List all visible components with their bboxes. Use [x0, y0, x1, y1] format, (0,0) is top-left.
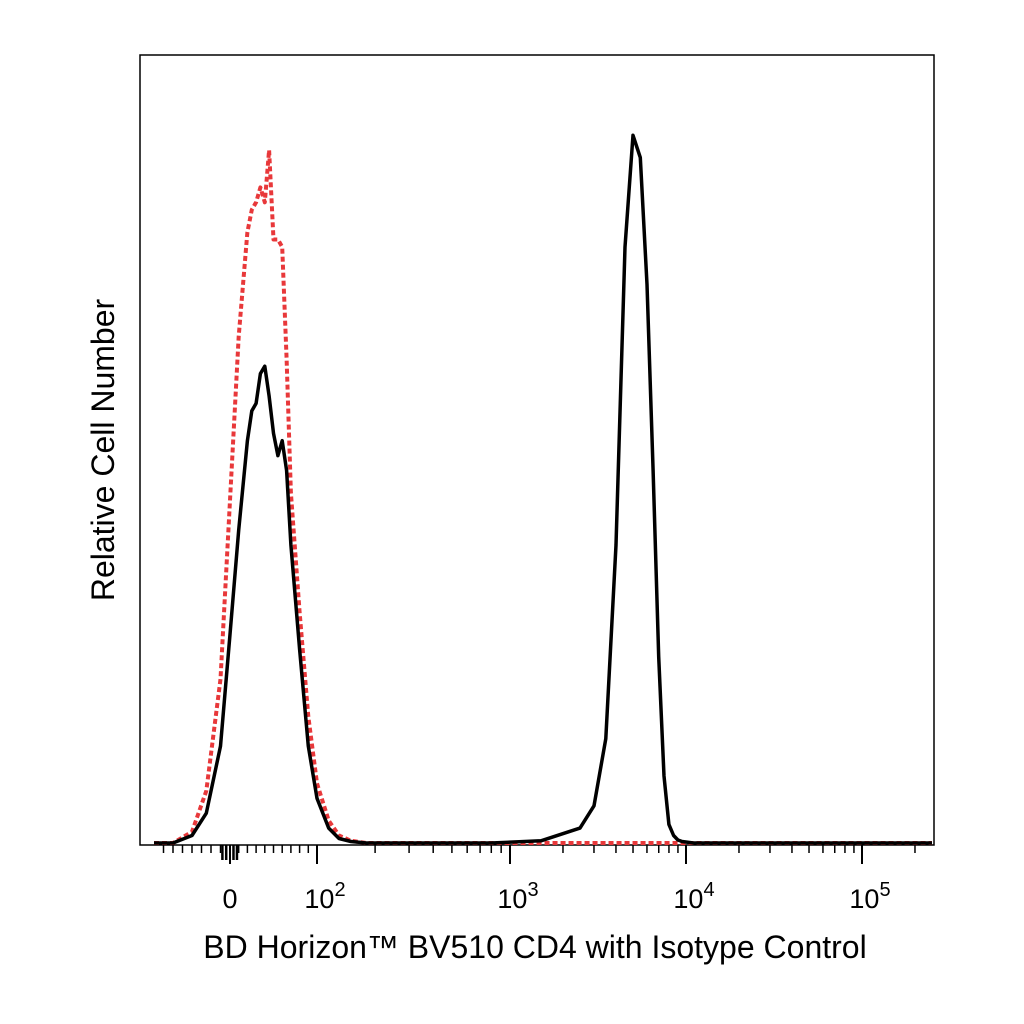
x-tick-label: 102 [304, 879, 345, 914]
x-axis-label: BD Horizon™ BV510 CD4 with Isotype Contr… [203, 929, 866, 965]
cd4-series-line [154, 133, 932, 845]
series-layer [154, 133, 932, 845]
x-tick-labels: 0 102 103 104 105 [222, 879, 890, 914]
x-major-ticks [229, 845, 863, 864]
y-axis-label: Relative Cell Number [85, 298, 121, 601]
isotype-control-series-line [154, 148, 932, 845]
x-tick-label: 103 [497, 879, 538, 914]
x-tick-label: 0 [222, 884, 237, 914]
plot-frame [139, 54, 935, 846]
x-tick-label: 104 [673, 879, 714, 914]
x-minor-ticks [162, 845, 916, 860]
x-tick-label: 105 [849, 879, 890, 914]
